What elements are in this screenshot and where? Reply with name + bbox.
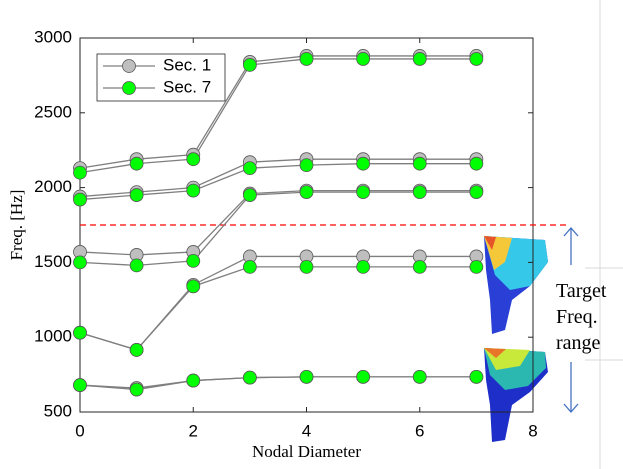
data-point bbox=[73, 165, 87, 180]
data-point bbox=[469, 259, 484, 274]
range-arrow bbox=[563, 227, 579, 265]
data-point bbox=[129, 258, 144, 273]
data-point bbox=[73, 255, 87, 270]
data-point bbox=[412, 369, 427, 384]
data-point bbox=[299, 259, 314, 274]
legend-label: Sec. 7 bbox=[163, 77, 211, 96]
legend-marker bbox=[122, 59, 136, 73]
series-line bbox=[79, 163, 477, 201]
legend: Sec. 1 Sec. 7 bbox=[96, 53, 226, 102]
data-point bbox=[73, 325, 87, 340]
y-tick-label: 3000 bbox=[34, 27, 72, 46]
range-arrow bbox=[563, 362, 579, 413]
data-point bbox=[469, 369, 484, 384]
data-point bbox=[186, 152, 201, 167]
y-tick-label: 2500 bbox=[34, 102, 72, 121]
y-tick-label: 1000 bbox=[34, 327, 72, 346]
data-point bbox=[469, 52, 484, 66]
data-point bbox=[186, 373, 201, 388]
data-point bbox=[129, 188, 144, 202]
x-tick-label: 8 bbox=[528, 421, 537, 440]
x-axis-label: Nodal Diameter bbox=[252, 442, 361, 461]
annotation-text: range bbox=[556, 332, 601, 354]
annotation-text: Freq. bbox=[556, 306, 598, 328]
data-point bbox=[129, 156, 144, 171]
data-point bbox=[356, 259, 371, 274]
series-line bbox=[79, 158, 477, 198]
data-point bbox=[469, 156, 484, 171]
y-tick-label: 2000 bbox=[34, 177, 72, 196]
x-tick-label: 0 bbox=[75, 421, 84, 440]
data-point bbox=[73, 192, 87, 207]
data-point bbox=[299, 185, 314, 199]
x-tick-label: 4 bbox=[302, 421, 311, 440]
data-point bbox=[356, 369, 371, 384]
data-point bbox=[356, 185, 371, 199]
data-point bbox=[73, 378, 87, 392]
data-point bbox=[299, 52, 314, 66]
data-point bbox=[186, 254, 201, 268]
x-tick-label: 6 bbox=[415, 421, 424, 440]
series-line bbox=[79, 58, 477, 174]
data-point bbox=[242, 370, 257, 385]
data-point bbox=[412, 185, 427, 199]
data-point bbox=[412, 156, 427, 171]
legend-box bbox=[96, 53, 226, 102]
series-line bbox=[79, 376, 477, 391]
data-point bbox=[356, 52, 371, 66]
data-point bbox=[242, 259, 257, 274]
data-point bbox=[412, 52, 427, 66]
data-point bbox=[186, 279, 201, 294]
y-tick-label: 500 bbox=[44, 401, 72, 420]
legend-marker bbox=[122, 81, 136, 95]
blade-image bbox=[484, 236, 548, 334]
data-point bbox=[242, 161, 257, 176]
x-tick-label: 2 bbox=[189, 421, 198, 440]
series-line bbox=[79, 191, 477, 267]
series-line bbox=[79, 266, 477, 351]
series-line bbox=[79, 189, 477, 256]
data-point bbox=[299, 158, 314, 173]
blade-image bbox=[484, 348, 548, 442]
data-point bbox=[129, 382, 144, 397]
data-point bbox=[242, 188, 257, 202]
data-point bbox=[469, 185, 484, 199]
data-point bbox=[186, 183, 201, 198]
data-point bbox=[242, 58, 257, 72]
data-point bbox=[299, 369, 314, 384]
y-axis-label: Freq. [Hz] bbox=[7, 190, 26, 261]
data-point bbox=[412, 259, 427, 274]
data-point bbox=[129, 343, 144, 357]
y-tick-label: 1500 bbox=[34, 252, 72, 271]
annotation-text: Target bbox=[556, 280, 607, 302]
series-line bbox=[79, 55, 477, 169]
legend-label: Sec. 1 bbox=[163, 55, 211, 74]
data-point bbox=[356, 156, 371, 171]
